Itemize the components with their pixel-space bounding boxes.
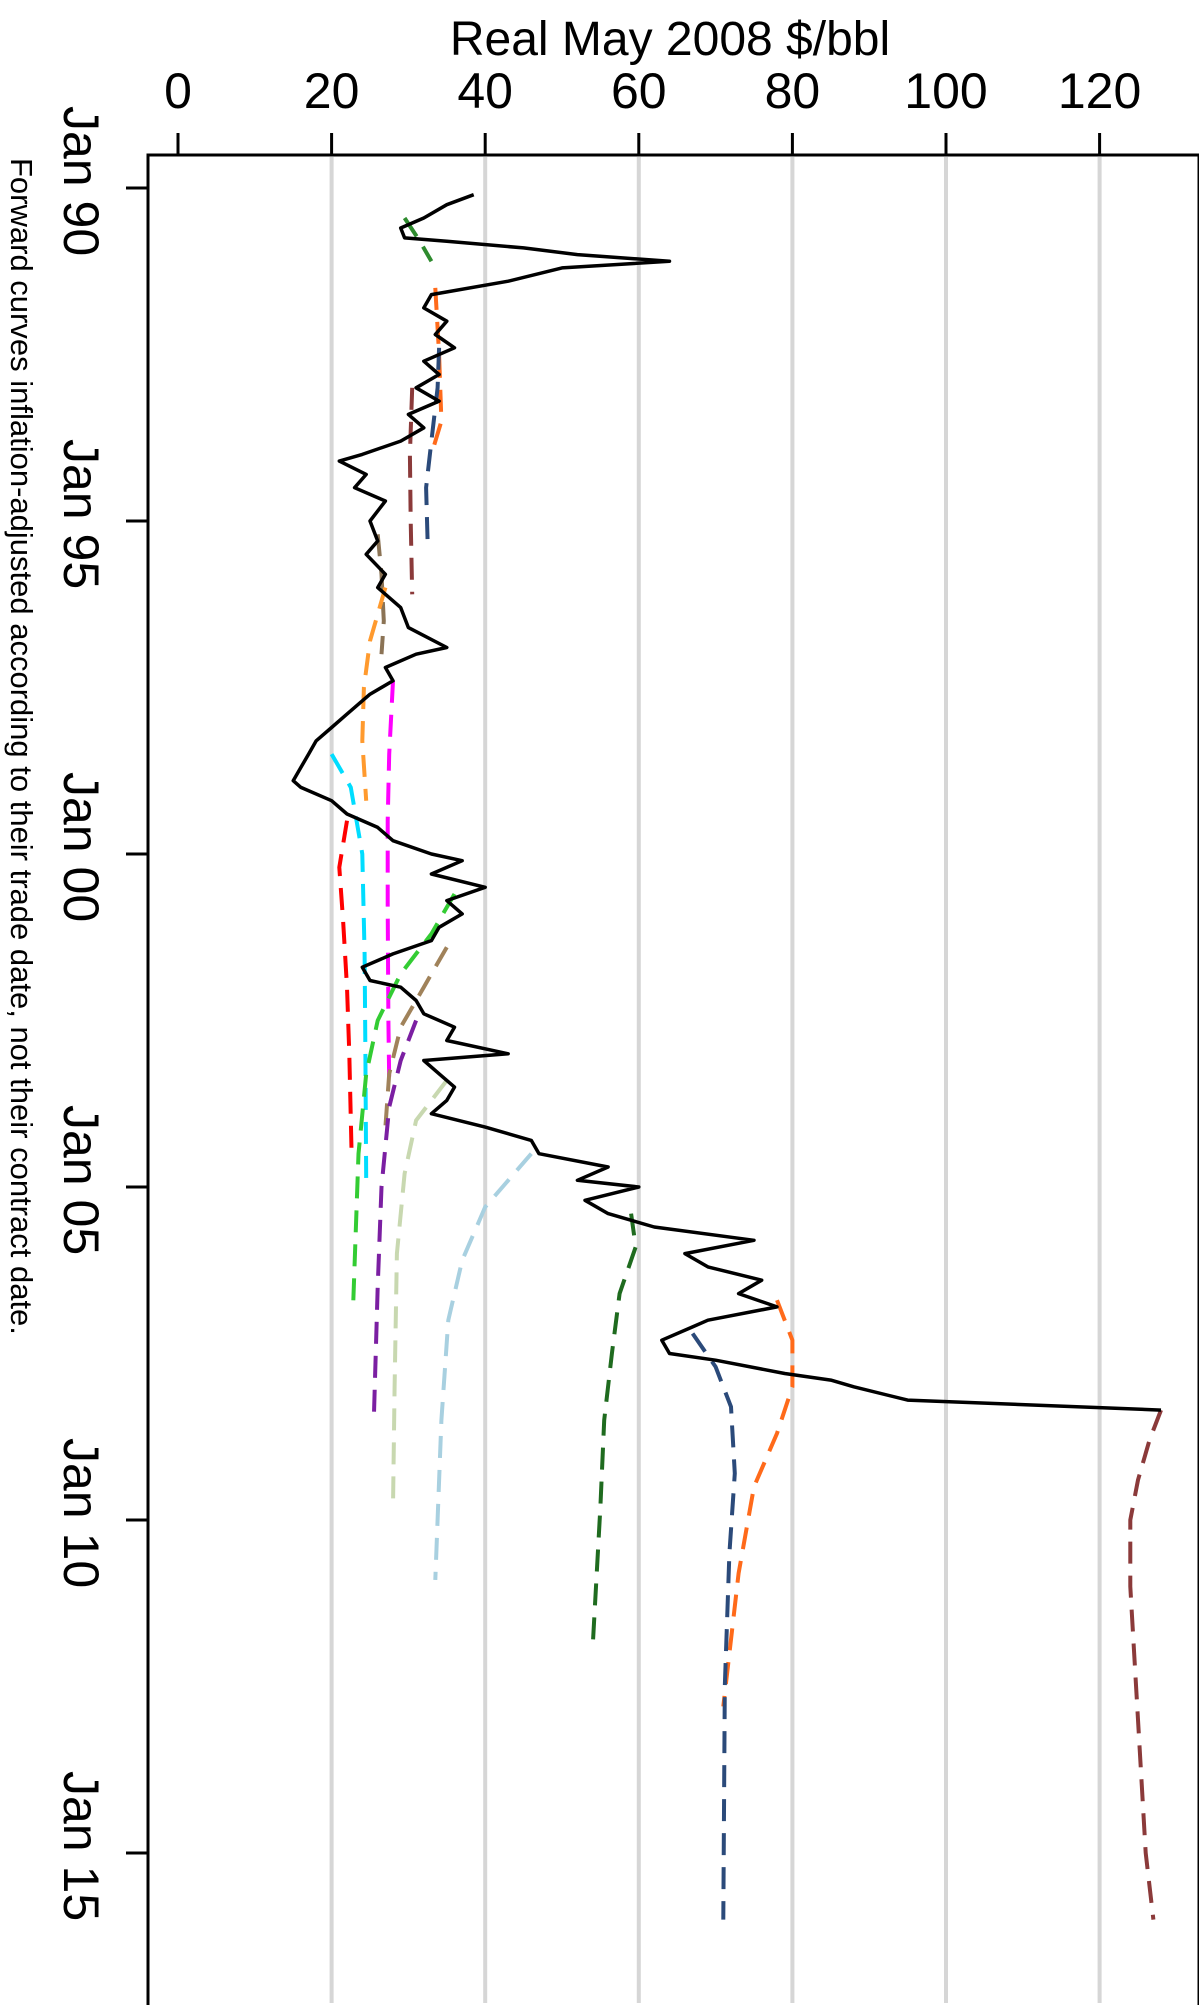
date-tick-label: Jan 90	[53, 106, 109, 256]
data-series	[291, 193, 1163, 1920]
forward-curve-line	[337, 820, 354, 1154]
forward-curve-line	[1128, 1409, 1163, 1920]
value-tick-label: 120	[1058, 63, 1141, 119]
forward-curve-line	[590, 1213, 638, 1647]
date-tick-label: Jan 00	[53, 772, 109, 922]
forward-curve-line	[690, 1332, 737, 1920]
chart-note: Forward curves inflation-adjusted accord…	[4, 158, 39, 1335]
date-tick-label: Jan 95	[53, 439, 109, 589]
value-tick-label: 80	[765, 63, 821, 119]
value-axis-title: Real May 2008 $/bbl	[450, 13, 890, 66]
date-tick-label: Jan 10	[53, 1438, 109, 1588]
spot-price-line	[291, 193, 1162, 1412]
forward-curve-line	[360, 587, 388, 801]
forward-curve-line	[429, 287, 444, 455]
forward-curve-line	[385, 680, 395, 1081]
plot-frame	[146, 153, 1199, 2005]
value-tick-label: 100	[904, 63, 987, 119]
forward-curve-line	[375, 534, 386, 655]
forward-curve-line	[351, 892, 457, 1307]
date-tick-label: Jan 05	[53, 1105, 109, 1255]
forward-curve-line	[391, 1079, 449, 1507]
date-tick-label: Jan 15	[53, 1771, 109, 1921]
forward-curve-line	[433, 1152, 533, 1580]
gridlines	[329, 157, 1102, 2003]
value-tick-label: 0	[164, 63, 192, 119]
value-tick-label: 40	[457, 63, 513, 119]
value-tick-label: 20	[304, 63, 360, 119]
forward-curve-line	[721, 1299, 795, 1707]
value-tick-label: 60	[611, 63, 667, 119]
date-axis: Jan 90 Jan 95 Jan 00 Jan 05 Jan 10 Jan 15	[53, 106, 148, 1921]
forward-curve-line	[371, 1019, 418, 1421]
value-axis: 0 20 40 60 80 100 120	[164, 63, 1141, 155]
